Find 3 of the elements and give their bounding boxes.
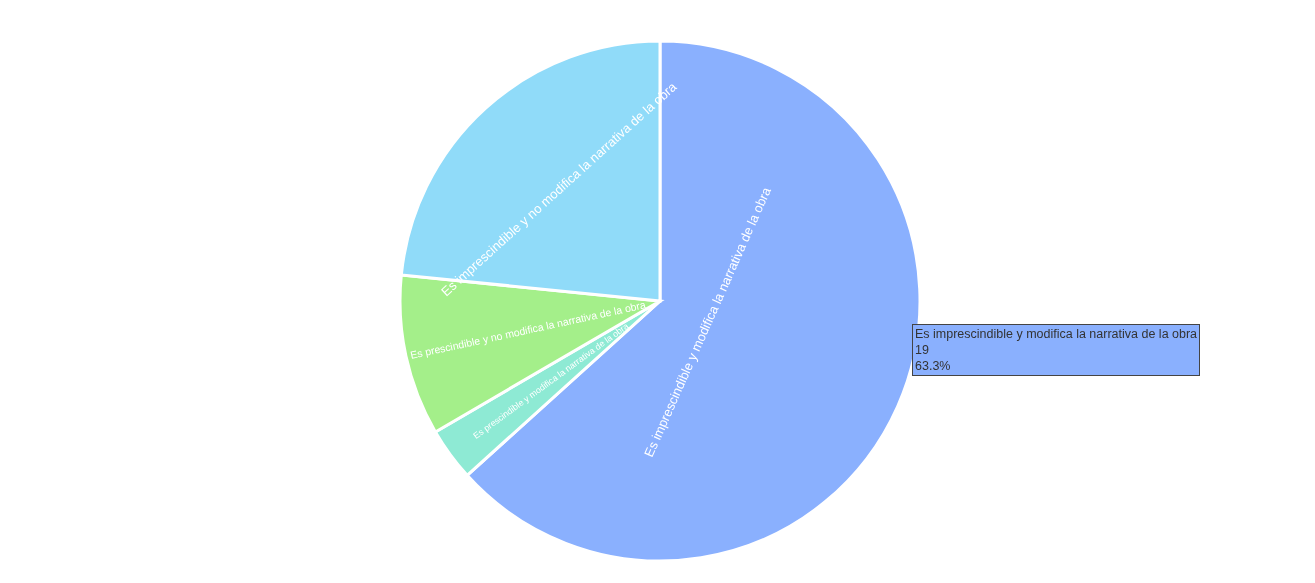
text: 19 bbox=[915, 342, 930, 358]
text: Es imprescindible y modifica la narrativa de la obra bbox=[915, 326, 1198, 342]
text: 63.3% bbox=[915, 358, 952, 374]
